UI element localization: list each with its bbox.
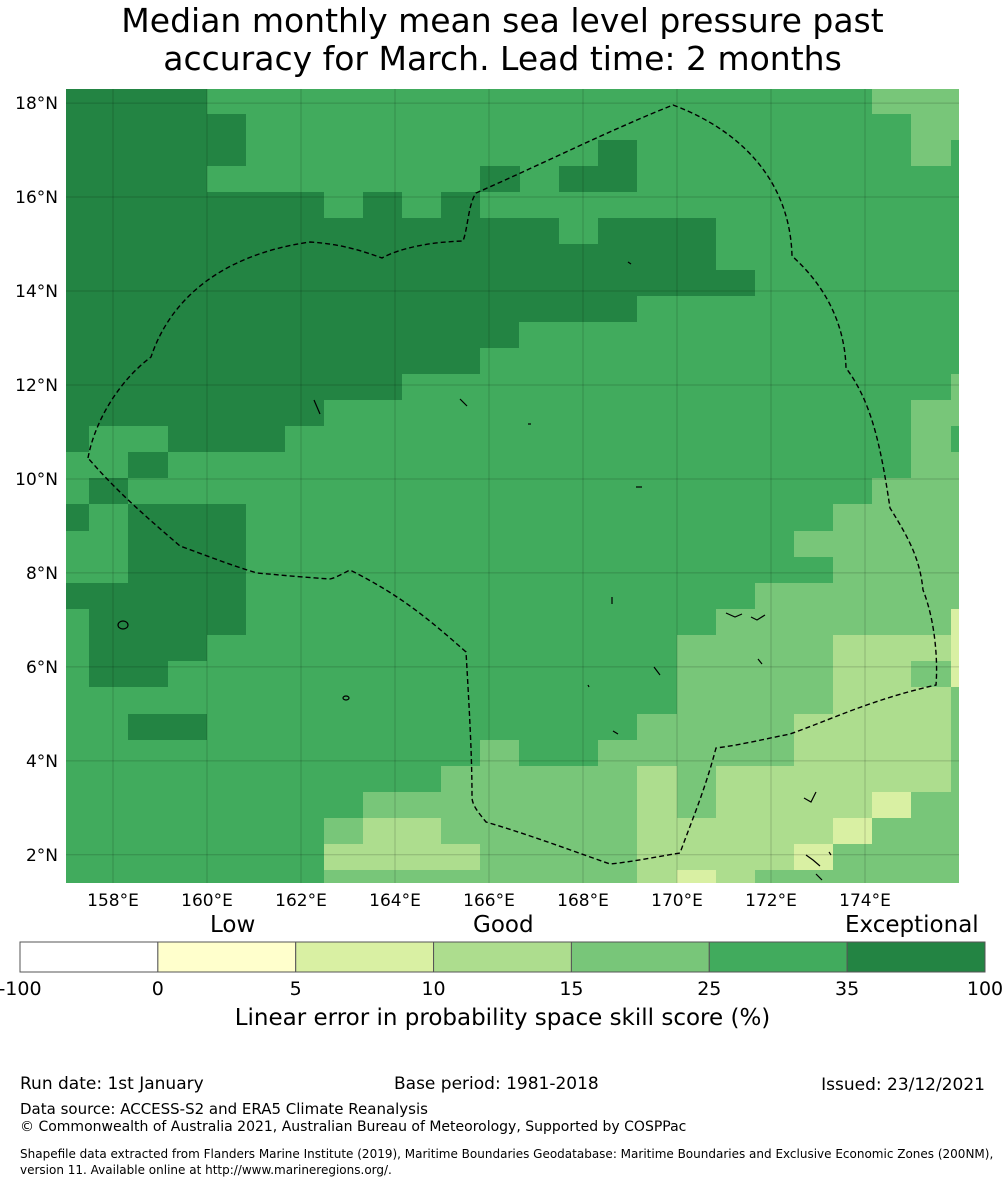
- colorbar-bound-label: 15: [559, 978, 583, 1000]
- colorbar-segment: [433, 941, 572, 973]
- colorbar-segment: [295, 941, 435, 973]
- lat-tick-label: 8°N: [26, 564, 58, 584]
- colorbar-segments: [19, 941, 986, 973]
- lat-tick-label: 6°N: [26, 658, 58, 678]
- shapefile-credit-line-2: version 11. Available online at http://w…: [20, 1163, 392, 1177]
- cell-region-exceptional-top: [559, 140, 637, 192]
- cell-exceptional: [128, 452, 168, 478]
- island: [815, 873, 823, 881]
- lon-tick-label: 170°E: [651, 891, 703, 910]
- cell-low-good: [872, 792, 911, 818]
- shapefile-credit-line-1: Shapefile data extracted from Flanders M…: [20, 1147, 994, 1161]
- colorbar-bound-label: 5: [290, 978, 302, 1000]
- lon-tick-label: 168°E: [557, 891, 609, 910]
- island: [725, 612, 743, 618]
- colorbar-segment: [19, 941, 159, 973]
- cell-region-good-light-sw: [324, 818, 480, 870]
- lon-tick-label: 162°E: [275, 891, 327, 910]
- issued-date: Issued: 23/12/2021: [821, 1075, 985, 1095]
- lon-tick-label: 164°E: [369, 891, 421, 910]
- lon-tick-label: 172°E: [745, 891, 797, 910]
- lat-tick-label: 18°N: [15, 94, 58, 114]
- lon-tick-label: 174°E: [839, 891, 891, 910]
- cell-good: [911, 661, 951, 687]
- skill-cells: [66, 89, 959, 883]
- run-date: Run date: 1st January: [20, 1074, 204, 1094]
- island: [612, 730, 619, 735]
- colorbar-bound-label: 35: [835, 978, 859, 1000]
- island: [828, 851, 832, 856]
- colorbar-bound-label: -100: [0, 978, 42, 1000]
- latitude-labels: 18°N 16°N 14°N 12°N 10°N 8°N 6°N 4°N 2°N: [15, 94, 58, 866]
- colorbar: -100 0 5 10 15 25 35 100: [0, 941, 1003, 1000]
- cell-low-good: [951, 609, 959, 687]
- colorbar-bound-label: 100: [967, 978, 1003, 1000]
- lon-tick-label: 166°E: [463, 891, 515, 910]
- colorbar-bound-labels: -100 0 5 10 15 25 35 100: [0, 978, 1003, 1000]
- colorbar-bound-label: 25: [697, 978, 721, 1000]
- skill-score-map: 18°N 16°N 14°N 12°N 10°N 8°N 6°N 4°N 2°N 158°E 16…: [15, 89, 959, 910]
- base-period: Base period: 1981-2018: [394, 1074, 599, 1094]
- data-source: Data source: ACCESS-S2 and ERA5 Climate …: [20, 1100, 428, 1118]
- lat-tick-label: 14°N: [15, 282, 58, 302]
- cell-low-good: [833, 818, 872, 844]
- colorbar-segment: [708, 941, 848, 973]
- eez-boundary-line: [87, 104, 938, 865]
- category-exceptional: Exceptional: [845, 912, 979, 938]
- lat-tick-label: 12°N: [15, 376, 58, 396]
- cell-exceptional: [128, 714, 207, 740]
- island: [117, 620, 129, 630]
- cell-region-exceptional-west: [66, 504, 246, 687]
- colorbar-segment: [570, 941, 710, 973]
- cell-exceptional: [66, 504, 89, 531]
- island: [750, 614, 766, 621]
- cell-low-good: [794, 844, 833, 870]
- map-title: Median monthly mean sea level pressure p…: [0, 2, 1005, 78]
- lon-tick-label: 158°E: [87, 891, 139, 910]
- islands: [117, 261, 832, 881]
- lat-tick-label: 16°N: [15, 188, 58, 208]
- island: [805, 854, 821, 867]
- title-line-2: accuracy for March. Lead time: 2 months: [163, 39, 842, 78]
- lat-tick-label: 2°N: [26, 846, 58, 866]
- island: [587, 684, 590, 688]
- colorbar-segment: [846, 941, 986, 973]
- cell-low-good: [677, 870, 716, 883]
- island: [627, 261, 632, 265]
- copyright: © Commonwealth of Australia 2021, Austra…: [20, 1119, 687, 1135]
- colorbar-bound-label: 0: [152, 978, 164, 1000]
- category-good: Good: [473, 912, 534, 938]
- lon-tick-label: 160°E: [181, 891, 233, 910]
- lat-tick-label: 4°N: [26, 752, 58, 772]
- cell-exceptional: [89, 478, 128, 504]
- island: [803, 791, 817, 803]
- island: [313, 399, 321, 415]
- colorbar-segment: [157, 941, 297, 973]
- cell-region-good-light-east: [677, 635, 951, 883]
- island: [757, 658, 763, 665]
- lat-tick-label: 10°N: [15, 470, 58, 490]
- longitude-labels: 158°E 160°E 162°E 164°E 166°E 168°E 170°E 172°E…: [87, 891, 891, 910]
- title-line-1: Median monthly mean sea level pressure p…: [121, 1, 884, 40]
- colorbar-bound-label: 10: [421, 978, 445, 1000]
- category-low: Low: [210, 912, 256, 938]
- island: [342, 695, 350, 701]
- island: [653, 666, 661, 676]
- cell-region-exceptional-north: [66, 89, 755, 452]
- cell-region-good-northeast: [872, 89, 959, 166]
- colorbar-label: Linear error in probability space skill …: [234, 1005, 771, 1031]
- island: [459, 398, 468, 407]
- cell-region-good-light-south: [637, 766, 677, 883]
